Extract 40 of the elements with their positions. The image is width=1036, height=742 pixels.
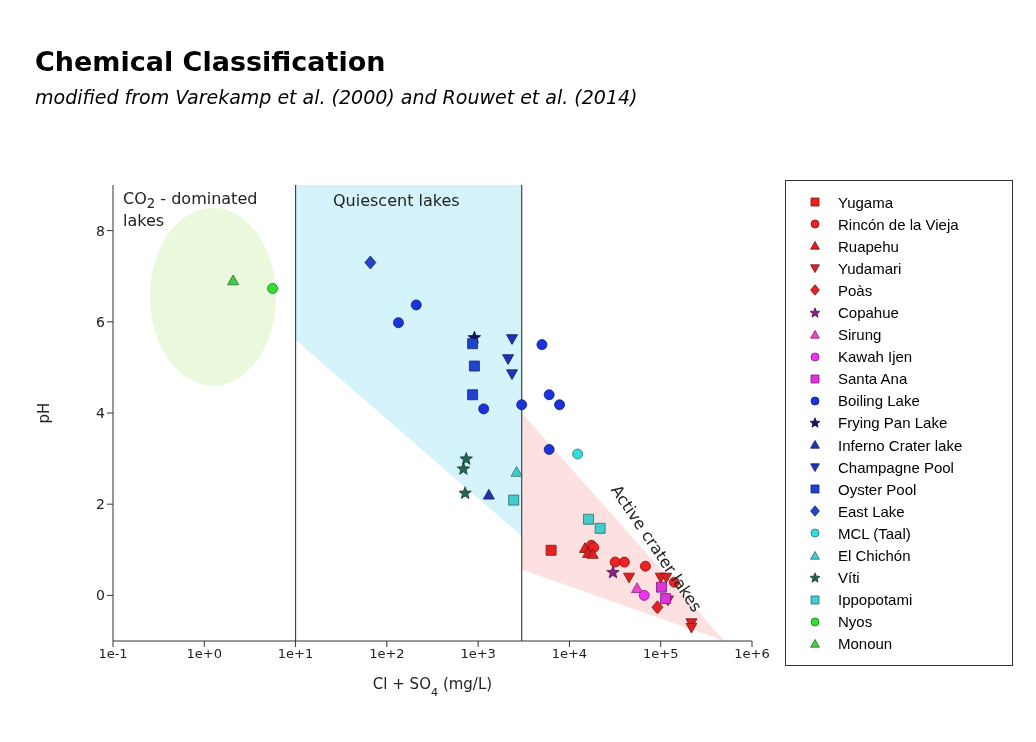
y-tick-label: 6 xyxy=(96,313,106,330)
x-tick-label: 1e-1 xyxy=(98,646,128,662)
legend-label: Oyster Pool xyxy=(838,480,917,498)
y-tick-label: 2 xyxy=(96,496,105,513)
legend-label: Inferno Crater lake xyxy=(838,436,963,454)
chart-subtitle: modified from Varekamp et al. (2000) and Rouwet et al. (2014) xyxy=(35,86,638,108)
legend-label: Sirung xyxy=(838,326,882,344)
x-axis-title: Cl + SO$_{4}$ (mg/L) xyxy=(372,675,493,699)
legend-label: Poàs xyxy=(838,281,873,299)
x-tick-label: 1e+6 xyxy=(734,646,770,662)
legend-label: Víti xyxy=(838,569,860,587)
x-tick-label: 1e+4 xyxy=(551,646,588,662)
legend-label: Champagne Pool xyxy=(838,458,954,476)
legend-label: Nyos xyxy=(838,613,873,631)
legend-label: Rincón de la Vieja xyxy=(838,215,959,233)
y-axis-title: pH xyxy=(35,402,53,424)
legend-label: Kawah Ijen xyxy=(838,348,913,366)
x-tick-label: 1e+3 xyxy=(460,646,496,662)
y-tick-label: 8 xyxy=(96,222,105,239)
x-tick-label: 1e+0 xyxy=(186,646,222,662)
chart-title: Chemical Classification xyxy=(35,46,386,77)
legend-label: Santa Ana xyxy=(838,370,908,388)
legend-label: Boiling Lake xyxy=(838,392,920,410)
legend-label: Ippopotami xyxy=(838,591,913,609)
x-tick-label: 1e+2 xyxy=(369,646,405,662)
legend-label: Monoun xyxy=(838,635,893,653)
legend-label: Copahue xyxy=(838,304,899,322)
legend-label: MCL (Taal) xyxy=(838,524,911,542)
y-tick-label: 4 xyxy=(96,404,106,421)
x-tick-label: 1e+5 xyxy=(643,646,679,662)
x-tick-label: 1e+1 xyxy=(277,646,314,662)
legend-label: El Chichón xyxy=(838,547,911,565)
annotation: Quiescent lakes xyxy=(333,191,460,211)
legend-label: Frying Pan Lake xyxy=(838,414,948,432)
legend-label: Ruapehu xyxy=(838,237,899,255)
y-tick-label: 0 xyxy=(96,587,105,604)
legend-label: East Lake xyxy=(838,502,905,520)
annotation: CO$_{2}$ - dominated lakes xyxy=(123,189,259,230)
legend-label: Yugama xyxy=(838,193,894,211)
legend-label: Yudamari xyxy=(838,259,902,277)
